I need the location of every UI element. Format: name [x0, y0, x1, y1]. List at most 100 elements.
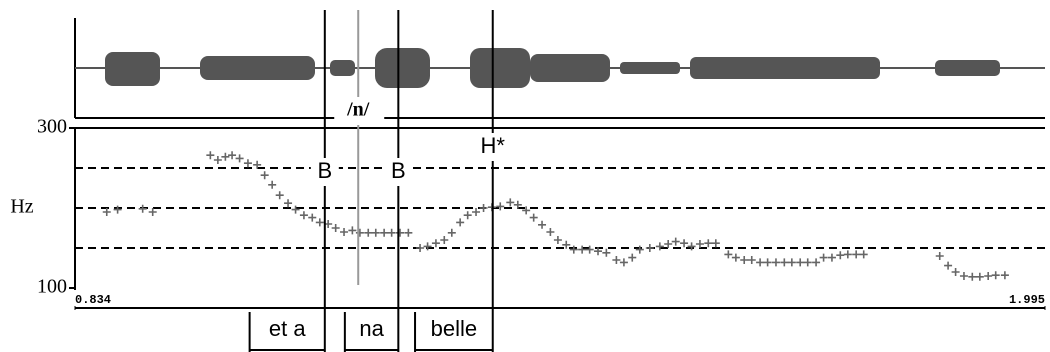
pitch-point	[522, 206, 531, 215]
pitch-point	[780, 258, 789, 267]
pitch-point	[827, 253, 836, 262]
pitch-point	[578, 245, 587, 254]
pitch-point	[747, 256, 756, 264]
pitch-point	[506, 198, 515, 207]
pitch-point	[635, 245, 644, 254]
pitch-point	[991, 271, 1000, 280]
pitch-point	[984, 272, 993, 280]
pitch-point	[387, 228, 396, 237]
pitch-point	[704, 239, 713, 248]
pitch-point	[340, 228, 349, 236]
pitch-point	[113, 205, 122, 214]
pitch-point	[711, 239, 720, 248]
pitch-point	[228, 151, 237, 160]
pitch-point	[308, 213, 317, 222]
pitch-point	[763, 258, 772, 267]
pitch-point	[431, 239, 440, 248]
tone-label: B	[317, 158, 332, 183]
pitch-point	[472, 208, 481, 216]
pitch-point	[975, 272, 984, 281]
pitch-point	[671, 237, 680, 246]
pitch-point	[695, 240, 704, 248]
pitch-point	[619, 258, 628, 267]
pitch-point	[284, 199, 293, 208]
pitch-point	[479, 204, 488, 212]
pitch-point	[463, 211, 472, 220]
pitch-point	[423, 242, 432, 251]
pitch-point	[756, 258, 765, 267]
pitch-point	[371, 228, 380, 237]
pitch-point	[740, 256, 749, 264]
pitch-point	[364, 228, 373, 237]
pitch-point	[348, 226, 357, 235]
pitch-point	[380, 228, 389, 237]
pitch-point	[404, 228, 413, 237]
pitch-point	[968, 272, 977, 281]
pitch-point	[440, 236, 449, 244]
segment-label: belle	[431, 316, 477, 341]
pitch-point	[496, 202, 505, 211]
pitch-point	[803, 258, 812, 267]
pitch-point	[628, 253, 637, 262]
pitch-point	[513, 200, 522, 209]
pitch-point	[546, 228, 555, 236]
tone-label-bg	[384, 158, 413, 186]
pitch-point	[138, 204, 147, 213]
pitch-point	[213, 156, 222, 164]
waveform	[74, 18, 1045, 119]
tone-label-bg	[466, 133, 519, 161]
pitch-point	[355, 228, 364, 237]
pitch-point	[1000, 271, 1009, 280]
pitch-point	[562, 240, 571, 249]
pitch-point	[645, 244, 654, 252]
pitch-point	[664, 240, 673, 248]
pitch-point	[396, 228, 405, 237]
pitch-point	[331, 224, 340, 232]
pitch-point	[612, 256, 621, 264]
pitch-point	[148, 208, 157, 216]
segment-label: na	[359, 316, 384, 341]
pitch-point	[260, 171, 269, 180]
pitch-point	[771, 258, 780, 267]
phoneme-label: /n/	[346, 99, 370, 121]
y-tick-label: 100	[37, 276, 67, 298]
pitch-point	[315, 218, 324, 227]
pitch-point	[935, 252, 944, 260]
pitch-point	[859, 250, 868, 259]
pitch-point	[569, 245, 578, 254]
pitch-point	[843, 250, 852, 259]
pitch-point	[447, 228, 456, 237]
pitch-point	[585, 245, 594, 254]
pitch-point	[959, 272, 968, 280]
pitch-point	[221, 152, 230, 161]
pitch-point	[253, 160, 262, 169]
y-label: Hz	[10, 196, 33, 218]
pitch-point	[602, 248, 611, 257]
pitch-point	[456, 218, 465, 227]
x-tick-label: 1.995	[1009, 293, 1045, 307]
pitch-point	[655, 242, 664, 251]
pitch-point	[416, 244, 425, 252]
segment-label: et a	[269, 316, 306, 341]
tone-label-bg	[310, 158, 339, 186]
tone-label: H*	[481, 133, 506, 158]
pitch-point	[529, 213, 538, 222]
pitch-point	[243, 159, 252, 168]
pitch-point	[944, 261, 953, 270]
pitch-point	[538, 220, 547, 229]
pitch-point	[812, 258, 821, 267]
pitch-point	[796, 258, 805, 267]
pitch-point	[275, 191, 284, 200]
pitch-point	[291, 205, 300, 214]
pitch-point	[680, 239, 689, 248]
pitch-point	[206, 151, 215, 160]
pitch-point	[102, 208, 111, 216]
pitch-point	[731, 253, 740, 262]
pitch-point	[553, 236, 562, 244]
pitch-point	[235, 154, 244, 163]
y-tick-label: 300	[37, 116, 67, 138]
pitch-point	[724, 250, 733, 259]
pitch-point	[299, 211, 308, 220]
pitch-point	[852, 250, 861, 259]
